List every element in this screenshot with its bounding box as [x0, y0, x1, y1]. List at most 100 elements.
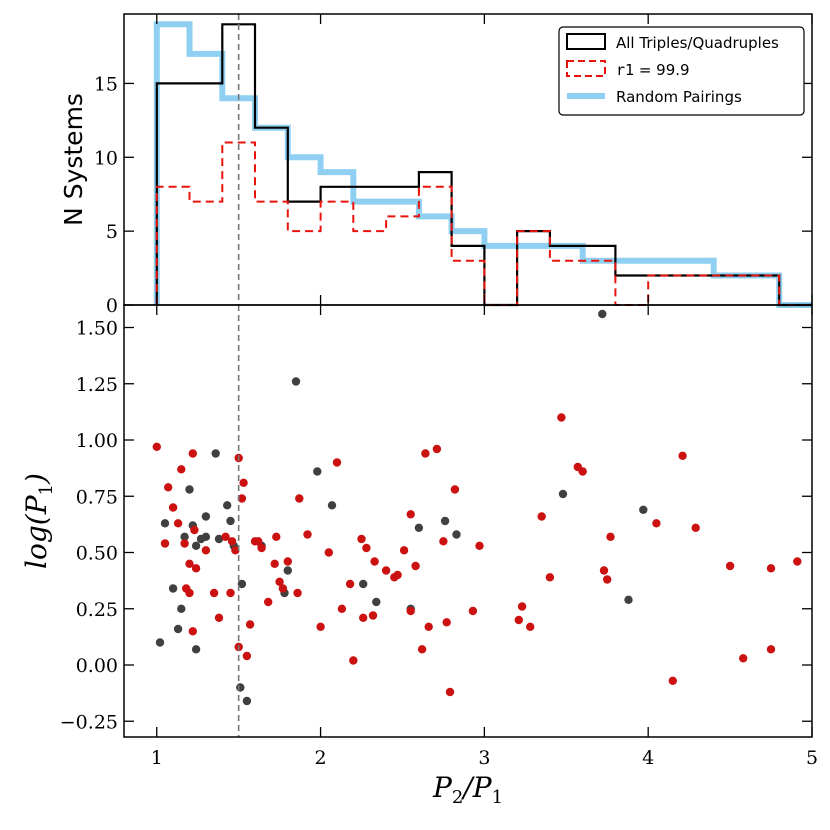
- scatter-ytick-label: 0.75: [76, 486, 118, 508]
- scatter-x-axis-label: P2/P1: [432, 771, 503, 808]
- scatter-point-r1: [421, 449, 430, 458]
- scatter-point-r1: [362, 543, 371, 553]
- scatter-point-r1: [381, 566, 391, 575]
- scatter-point-all: [291, 377, 301, 386]
- scatter-point-r1: [188, 449, 197, 458]
- scatter-point-r1: [337, 604, 347, 613]
- scatter-point-r1: [578, 467, 587, 476]
- scatter-point-all: [452, 530, 461, 539]
- legend-swatch-r1: [566, 60, 606, 77]
- scatter-point-r1: [450, 485, 460, 494]
- scatter-point-all: [639, 505, 648, 514]
- scatter-xtick-label: 5: [806, 747, 818, 769]
- scatter-point-r1: [445, 687, 455, 697]
- scatter-point-all: [191, 541, 201, 550]
- scatter-point-all: [313, 467, 322, 476]
- scatter-point-r1: [209, 588, 219, 598]
- scatter-point-r1: [332, 458, 342, 467]
- scatter-y-axis-label: log(P1): [20, 473, 57, 569]
- scatter-point-all: [180, 532, 189, 541]
- scatter-point-all: [160, 519, 170, 528]
- scatter-point-all: [624, 595, 633, 604]
- scatter-point-all: [214, 534, 224, 544]
- scatter-point-all: [201, 532, 211, 541]
- scatter-point-r1: [475, 541, 484, 550]
- scatter-point-all: [237, 579, 247, 589]
- scatter-point-r1: [173, 519, 183, 528]
- scatter-ytick-label: 0.50: [76, 543, 118, 565]
- scatter-point-r1: [270, 559, 279, 568]
- scatter-point-r1: [725, 561, 735, 571]
- scatter-point-r1: [468, 606, 478, 616]
- scatter-point-r1: [303, 530, 312, 539]
- scatter-point-r1: [214, 613, 224, 622]
- scatter-point-r1: [557, 413, 566, 422]
- scatter-point-r1: [221, 532, 230, 541]
- scatter-ytick-label: 1.25: [76, 374, 118, 396]
- scatter-point-r1: [349, 656, 358, 665]
- scatter-point-r1: [652, 519, 661, 528]
- histogram-ytick-label: 15: [94, 73, 118, 95]
- scatter-point-r1: [226, 588, 235, 598]
- scatter-point-r1: [370, 557, 379, 566]
- scatter-point-r1: [283, 557, 292, 566]
- scatter-point-r1: [526, 622, 535, 631]
- scatter-point-all: [201, 512, 211, 521]
- scatter-xtick-label: 3: [478, 747, 490, 769]
- scatter-point-r1: [766, 564, 776, 573]
- scatter-point-all: [283, 566, 292, 575]
- scatter-y-axis-label-var: P: [20, 494, 53, 515]
- scatter-point-r1: [188, 627, 197, 636]
- scatter-point-all: [558, 489, 568, 499]
- scatter-point-r1: [180, 539, 189, 548]
- scatter-ytick-label: −0.25: [60, 711, 118, 733]
- scatter-xtick-label: 2: [315, 747, 327, 769]
- scatter-point-r1: [406, 510, 415, 519]
- scatter-point-all: [327, 501, 337, 510]
- scatter-point-r1: [545, 573, 555, 582]
- scatter-point-r1: [668, 676, 677, 685]
- scatter-ytick-label: 1.00: [76, 430, 118, 452]
- legend-label-random: Random Pairings: [616, 88, 742, 106]
- scatter-point-r1: [406, 606, 415, 616]
- scatter-point-all: [168, 584, 178, 593]
- legend-label-all: All Triples/Quadruples: [616, 34, 779, 52]
- scatter-point-r1: [345, 579, 355, 589]
- scatter-point-r1: [399, 546, 409, 555]
- histogram-ytick-label: 0: [106, 295, 118, 317]
- scatter-point-all: [211, 449, 220, 458]
- scatter-point-all: [226, 516, 235, 526]
- scatter-point-r1: [257, 543, 266, 553]
- scatter-point-r1: [227, 537, 237, 546]
- histogram-all-triples-line: [155, 23, 812, 307]
- histogram-ytick-label: 5: [106, 221, 118, 243]
- scatter-point-all: [185, 485, 194, 494]
- scatter-point-r1: [237, 494, 247, 503]
- scatter-xtick-label: 4: [642, 747, 654, 769]
- scatter-point-r1: [242, 651, 252, 661]
- legend-box: [558, 26, 805, 116]
- scatter-point-r1: [606, 532, 615, 541]
- scatter-point-r1: [245, 620, 255, 629]
- scatter-point-all: [173, 624, 183, 634]
- scatter-point-all: [359, 579, 368, 589]
- scatter-point-r1: [293, 588, 302, 598]
- histogram-y-axis-label: N Systems: [59, 93, 88, 226]
- scatter-point-r1: [185, 588, 194, 598]
- legend-swatch-all: [566, 33, 606, 50]
- scatter-point-r1: [168, 503, 178, 512]
- scatter-point-r1: [164, 483, 173, 492]
- scatter-ticks: −0.25 0.00 0.25 0.50 0.75 1.00 1.25 1.50 1 2 3 4 5: [60, 305, 818, 769]
- scatter-ytick-label: 0.25: [76, 599, 118, 621]
- scatter-point-r1: [272, 532, 281, 541]
- scatter-point-r1: [264, 597, 273, 607]
- scatter-point-r1: [766, 645, 776, 654]
- scatter-point-all: [372, 597, 381, 607]
- scatter-point-r1: [278, 584, 288, 593]
- scatter-point-r1: [368, 611, 378, 620]
- scatter-point-r1: [254, 537, 263, 546]
- legend-label-r1-code: r1: [616, 61, 634, 79]
- scatter-point-r1: [678, 451, 687, 460]
- scatter-point-r1: [324, 548, 333, 557]
- scatter-point-r1: [691, 523, 700, 532]
